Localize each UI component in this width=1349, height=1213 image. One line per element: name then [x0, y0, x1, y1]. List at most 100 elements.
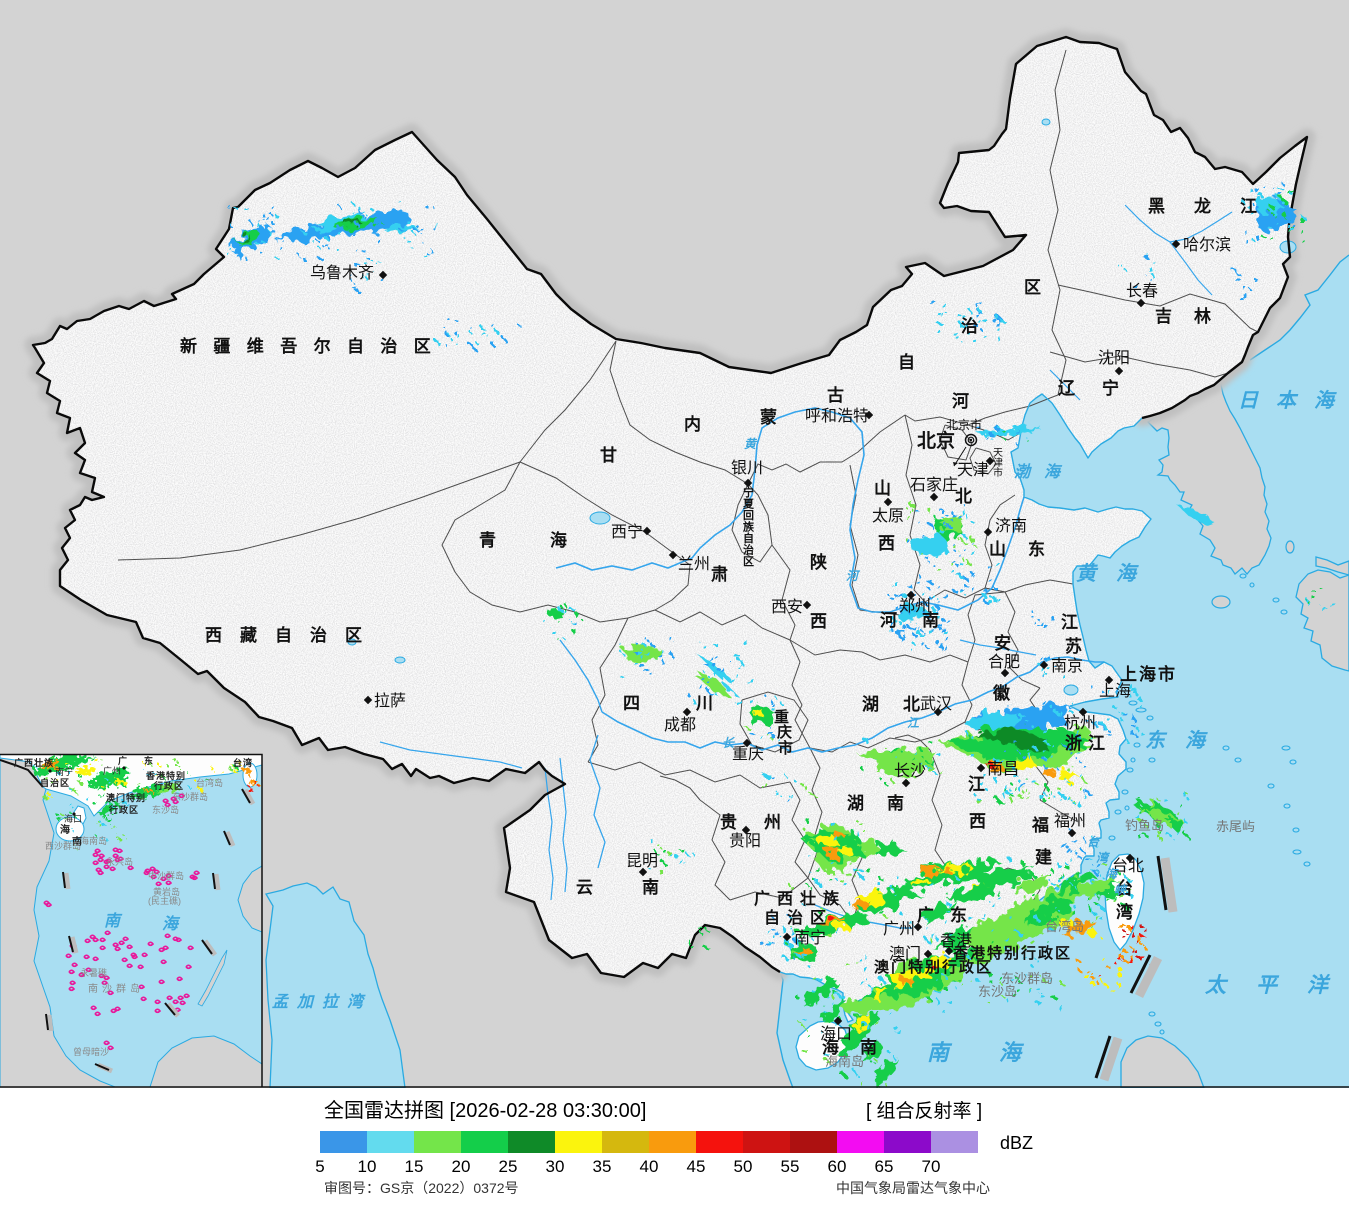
svg-text:区: 区 [1024, 278, 1041, 297]
svg-text:银川: 银川 [731, 459, 763, 477]
svg-text:南宁: 南宁 [794, 929, 826, 947]
svg-text:北: 北 [955, 487, 972, 506]
svg-text:日本海: 日本海 [1237, 388, 1349, 412]
svg-text:江: 江 [906, 715, 922, 730]
svg-text:25: 25 [499, 1157, 518, 1176]
svg-text:20: 20 [452, 1157, 471, 1176]
svg-text:东: 东 [144, 755, 153, 766]
svg-text:徽: 徽 [992, 683, 1011, 703]
svg-text:东沙岛: 东沙岛 [978, 984, 1017, 999]
svg-text:江: 江 [968, 775, 985, 794]
svg-text:湾: 湾 [1095, 850, 1111, 865]
svg-text:10: 10 [358, 1157, 377, 1176]
svg-text:台: 台 [1086, 834, 1102, 849]
svg-text:乌鲁木齐: 乌鲁木齐 [310, 264, 374, 282]
svg-text:香港: 香港 [940, 932, 972, 950]
svg-text:宁: 宁 [743, 485, 754, 499]
svg-text:湾: 湾 [1116, 902, 1133, 922]
svg-text:黄海: 黄海 [1075, 561, 1161, 585]
svg-text:河: 河 [844, 568, 861, 583]
svg-text:太平洋: 太平洋 [1204, 972, 1349, 997]
svg-text:西: 西 [810, 612, 827, 631]
svg-text:行政区: 行政区 [153, 780, 184, 791]
svg-text:南: 南 [642, 877, 659, 897]
svg-text:石家庄: 石家庄 [910, 476, 958, 494]
svg-text:澳门特别: 澳门特别 [106, 792, 146, 803]
svg-text:60: 60 [828, 1157, 847, 1176]
svg-text:台湾岛: 台湾岛 [1045, 919, 1084, 934]
svg-text:中国气象局雷达气象中心: 中国气象局雷达气象中心 [836, 1180, 990, 1196]
svg-text:峡: 峡 [1113, 882, 1129, 897]
svg-text:南京: 南京 [1051, 657, 1083, 675]
svg-text:香港特别行政区: 香港特别行政区 [953, 944, 1072, 962]
svg-text:区: 区 [743, 555, 754, 568]
svg-text:台湾岛: 台湾岛 [196, 777, 223, 788]
svg-text:全国雷达拼图 [2026-02-28 03:30:00]: 全国雷达拼图 [2026-02-28 03:30:00] [324, 1099, 646, 1122]
svg-text:东沙群岛: 东沙群岛 [1001, 971, 1053, 986]
svg-text:济南: 济南 [995, 517, 1027, 535]
svg-text:湖南: 湖南 [847, 793, 927, 813]
svg-text:西安: 西安 [771, 598, 803, 616]
svg-text:海: 海 [60, 823, 70, 836]
svg-text:海南岛: 海南岛 [825, 1054, 864, 1069]
svg-text:上海: 上海 [1099, 682, 1131, 700]
svg-text:成都: 成都 [664, 716, 696, 734]
svg-text:黄岩岛: 黄岩岛 [153, 886, 180, 897]
svg-text:市: 市 [993, 466, 1003, 479]
svg-text:审图号：GS京（2022）0372号: 审图号：GS京（2022）0372号 [324, 1180, 519, 1196]
svg-text:重: 重 [774, 708, 789, 726]
svg-text:贵阳: 贵阳 [729, 832, 761, 850]
svg-text:30: 30 [546, 1157, 565, 1176]
svg-text:钓鱼岛: 钓鱼岛 [1125, 818, 1164, 833]
svg-text:拉萨: 拉萨 [374, 692, 406, 710]
svg-text:陕: 陕 [810, 552, 827, 572]
svg-text:黑龙江: 黑龙江 [1148, 196, 1286, 216]
svg-text:海: 海 [161, 914, 182, 933]
svg-text:天津: 天津 [957, 461, 989, 479]
svg-text:哈尔滨: 哈尔滨 [1183, 236, 1231, 254]
svg-text:西: 西 [878, 534, 895, 553]
svg-text:回: 回 [743, 508, 754, 522]
svg-text:昆明: 昆明 [626, 853, 658, 870]
svg-text:郑州: 郑州 [899, 597, 931, 615]
svg-text:35: 35 [593, 1157, 612, 1176]
svg-text:东海: 东海 [1144, 728, 1230, 752]
svg-text:东沙岛: 东沙岛 [152, 804, 179, 815]
svg-text:呼和浩特: 呼和浩特 [805, 407, 869, 425]
svg-text:南: 南 [72, 835, 82, 848]
svg-text:江: 江 [1061, 613, 1078, 632]
svg-text:行政区: 行政区 [108, 804, 139, 815]
svg-text:山: 山 [874, 479, 891, 498]
svg-text:北京: 北京 [917, 429, 955, 452]
svg-text:自治区: 自治区 [40, 777, 70, 788]
svg-text:南海: 南海 [926, 1039, 1076, 1065]
svg-text:肃: 肃 [711, 565, 728, 584]
svg-text:海口: 海口 [64, 813, 82, 824]
svg-text:夏: 夏 [743, 498, 755, 511]
svg-text:50: 50 [734, 1157, 753, 1176]
svg-text:长: 长 [721, 735, 737, 750]
svg-text:川: 川 [695, 694, 713, 713]
svg-text:武汉: 武汉 [920, 695, 952, 713]
svg-text:[ 组合反射率 ]: [ 组合反射率 ] [866, 1100, 982, 1122]
svg-text:15: 15 [405, 1157, 424, 1176]
svg-text:族: 族 [743, 520, 755, 534]
svg-text:曾母暗沙: 曾母暗沙 [73, 1046, 109, 1057]
svg-text:河: 河 [952, 392, 969, 411]
svg-text:云: 云 [576, 878, 593, 897]
svg-text:内: 内 [684, 414, 701, 434]
svg-text:海南: 海南 [822, 1037, 898, 1057]
svg-text:重庆: 重庆 [732, 745, 764, 763]
svg-text:山东: 山东 [989, 539, 1067, 559]
svg-text:杭州: 杭州 [1064, 714, 1096, 732]
svg-text:合肥: 合肥 [988, 653, 1020, 671]
svg-text:治: 治 [961, 316, 978, 336]
svg-text:永暑礁: 永暑礁 [80, 967, 107, 978]
svg-text:海口: 海口 [820, 1025, 852, 1043]
svg-text:赤尾屿: 赤尾屿 [1216, 819, 1255, 834]
svg-text:庆: 庆 [777, 723, 792, 741]
svg-text:永兴岛: 永兴岛 [106, 856, 133, 867]
svg-text:香港特别: 香港特别 [145, 770, 186, 781]
svg-text:广州: 广州 [103, 765, 121, 776]
svg-text:中沙群岛: 中沙群岛 [148, 870, 184, 881]
